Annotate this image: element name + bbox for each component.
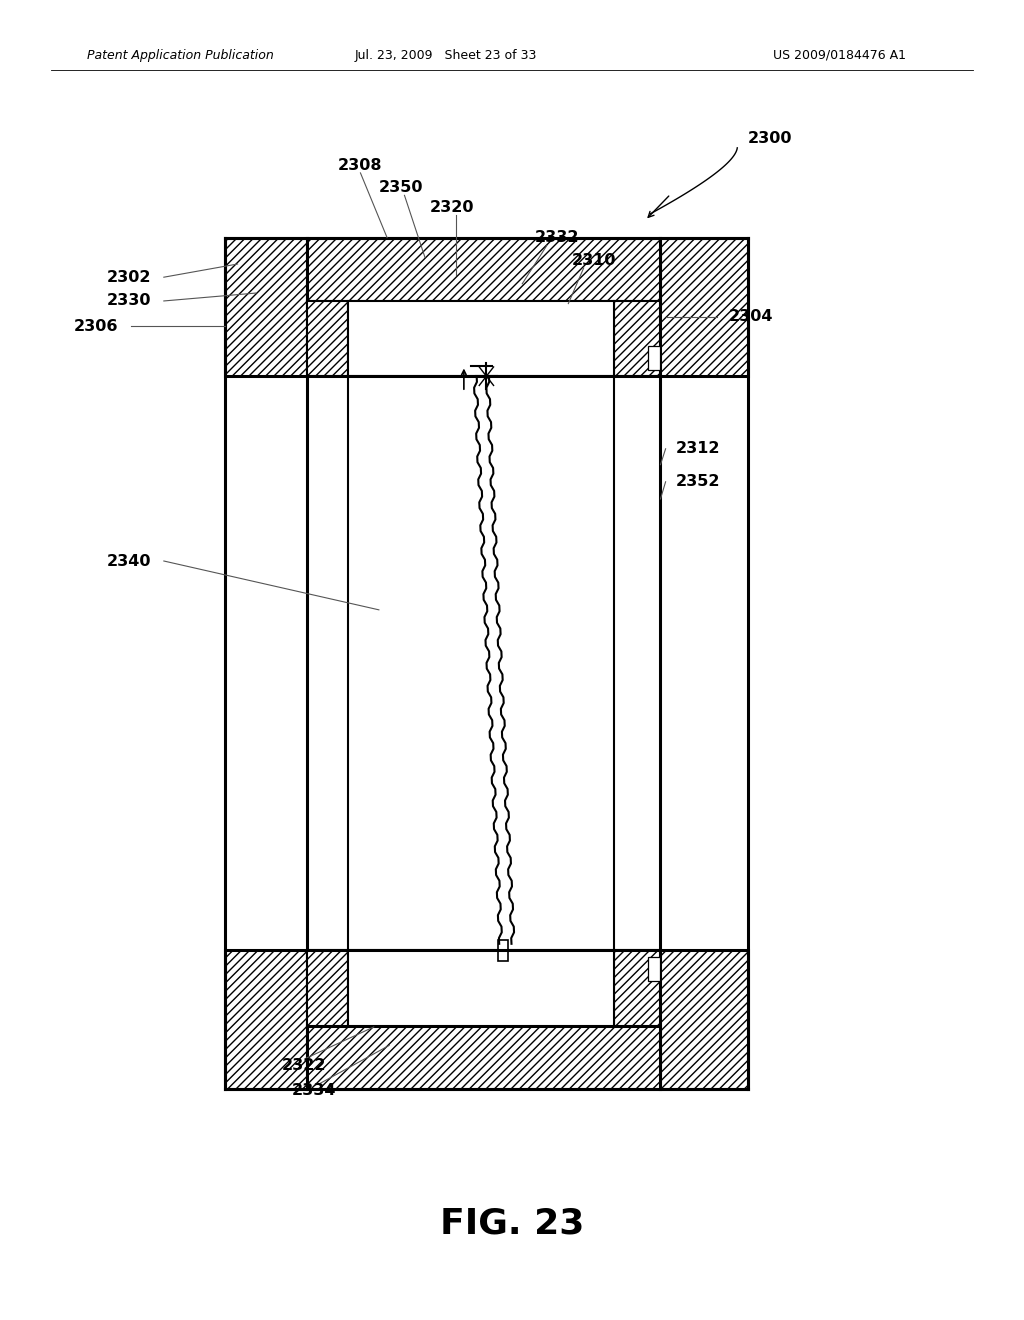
Text: 2310: 2310 [571, 252, 615, 268]
Text: 2300: 2300 [748, 131, 792, 147]
Polygon shape [614, 301, 660, 376]
Text: 2332: 2332 [535, 230, 579, 246]
Text: Patent Application Publication: Patent Application Publication [87, 49, 273, 62]
Text: 2322: 2322 [282, 1057, 326, 1073]
Polygon shape [348, 950, 614, 1026]
Polygon shape [307, 376, 660, 950]
Polygon shape [307, 238, 660, 301]
Text: 2334: 2334 [292, 1082, 336, 1098]
Text: Jul. 23, 2009   Sheet 23 of 33: Jul. 23, 2009 Sheet 23 of 33 [354, 49, 537, 62]
Text: 2320: 2320 [430, 199, 474, 215]
Text: 2330: 2330 [108, 293, 152, 309]
Polygon shape [225, 238, 307, 376]
Polygon shape [225, 950, 307, 1089]
Text: US 2009/0184476 A1: US 2009/0184476 A1 [773, 49, 906, 62]
Text: 2312: 2312 [676, 441, 720, 457]
Bar [498, 940, 508, 961]
Text: FIG. 23: FIG. 23 [440, 1206, 584, 1241]
Text: 2340: 2340 [108, 553, 152, 569]
Text: 2308: 2308 [338, 157, 382, 173]
Polygon shape [614, 950, 660, 1026]
Polygon shape [307, 1026, 660, 1089]
Bar [648, 346, 660, 370]
Polygon shape [348, 301, 614, 376]
Polygon shape [307, 950, 348, 1026]
Text: 2352: 2352 [676, 474, 720, 490]
Polygon shape [660, 950, 748, 1089]
Text: 2302: 2302 [108, 269, 152, 285]
Polygon shape [307, 301, 348, 376]
Bar [648, 957, 660, 981]
Text: 2350: 2350 [379, 180, 423, 195]
Text: 2304: 2304 [729, 309, 773, 325]
Text: 2306: 2306 [74, 318, 118, 334]
Polygon shape [660, 238, 748, 376]
